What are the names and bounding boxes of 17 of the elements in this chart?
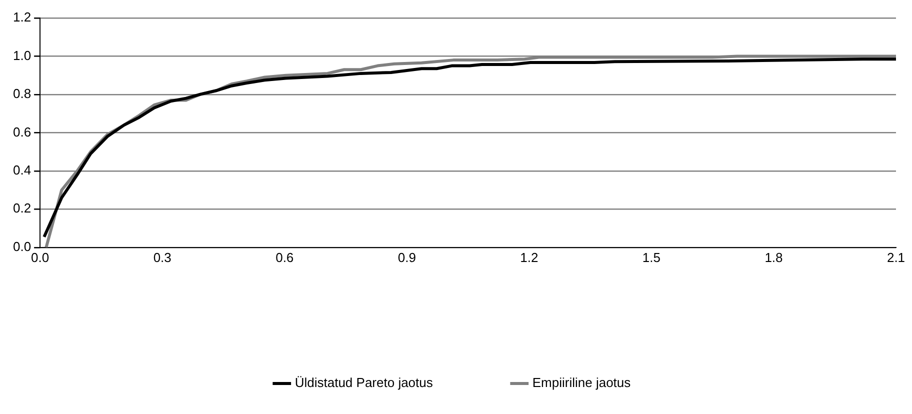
y-tick-label: 0.8 bbox=[12, 86, 32, 102]
y-tick-label: 1.0 bbox=[12, 48, 32, 63]
x-tick-label: 0.9 bbox=[398, 250, 416, 265]
x-tick-label: 1.8 bbox=[764, 250, 783, 265]
y-tick-label: 1.2 bbox=[12, 10, 32, 25]
x-tick-label: 2.1 bbox=[886, 250, 906, 265]
y-tick-label: 0.0 bbox=[12, 238, 32, 254]
x-tick-label: 0.0 bbox=[31, 250, 50, 265]
x-tick-label: 0.3 bbox=[153, 250, 172, 265]
y-tick-label: 0.6 bbox=[12, 124, 32, 140]
y-tick-label: 0.2 bbox=[12, 200, 32, 216]
x-tick-label: 1.2 bbox=[520, 250, 538, 265]
x-tick-label: 0.6 bbox=[276, 250, 294, 265]
x-tick-label: 1.5 bbox=[642, 250, 660, 265]
y-tick-label: 0.4 bbox=[12, 162, 32, 178]
legend-label: Empiiriline jaotus bbox=[532, 375, 632, 390]
legend-label: Üldistatud Pareto jaotus bbox=[294, 375, 434, 390]
